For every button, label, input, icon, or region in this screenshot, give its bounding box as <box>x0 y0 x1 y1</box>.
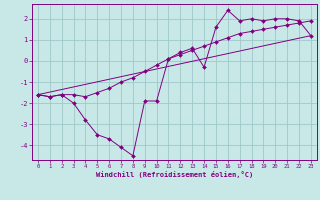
X-axis label: Windchill (Refroidissement éolien,°C): Windchill (Refroidissement éolien,°C) <box>96 171 253 178</box>
